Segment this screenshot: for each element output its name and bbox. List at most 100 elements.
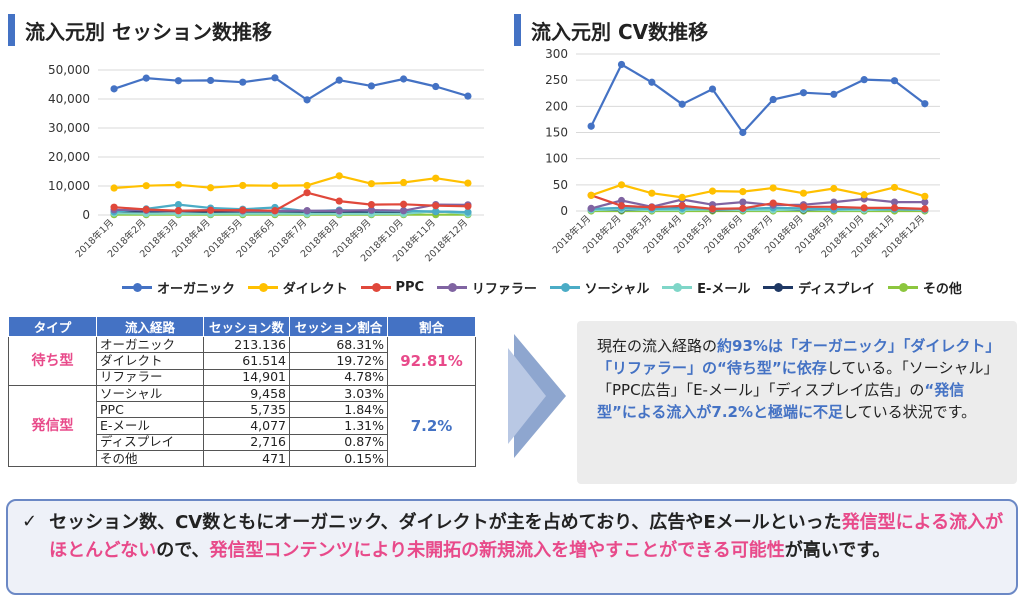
series-line (114, 191, 468, 212)
data-point (830, 90, 838, 98)
table-header-ratio: 割合 (387, 316, 476, 337)
summary-plain: が高いです。 (784, 540, 891, 561)
summary-highlight: 発信型コンテンツにより未開拓の新規流入を増やすことができる可能性 (209, 540, 785, 561)
series-line (114, 174, 469, 190)
data-point (335, 76, 343, 84)
data-point (739, 188, 747, 196)
table-row: 発信型 ソーシャル 9,458 3.03% 7.2% (8, 384, 476, 468)
data-point (432, 207, 440, 216)
data-point (860, 76, 868, 84)
data-point (206, 76, 215, 85)
data-point (648, 203, 656, 211)
series-line (590, 63, 926, 134)
y-tick-label: 40,000 (48, 92, 90, 106)
sessions-cell: 213.136 (203, 335, 290, 354)
legend-item: ソーシャル (549, 278, 650, 297)
data-point (271, 74, 279, 82)
summary-text: セッション数、CV数ともにオーガニック、ダイレクトが主を占めており、広告やEメー… (49, 509, 1004, 587)
data-point (432, 202, 440, 210)
legend-label: ダイレクト (282, 281, 348, 297)
data-point (617, 60, 626, 69)
table-header-share: セッション割合 (289, 316, 388, 337)
data-point (921, 205, 929, 213)
data-point (769, 199, 777, 207)
series-line (590, 194, 925, 210)
legend-swatch-dot (560, 283, 570, 292)
legend-item: E-メール (662, 278, 750, 297)
table-row: E-メール 4,077 1.31% (9, 417, 476, 435)
table-row: リファラー 14,901 4.78% (9, 368, 476, 386)
data-point (432, 82, 440, 91)
y-tick-label: 50,000 (48, 63, 90, 77)
table-header-route: 流入経路 (96, 316, 204, 337)
data-point (110, 85, 118, 93)
legend-item: ディスプレイ (763, 278, 875, 297)
y-tick-label: 150 (545, 126, 568, 140)
summary-highlight: 発信型による流入がほとんどない (49, 512, 1004, 561)
ratio-cell-push: 7.2% (387, 384, 476, 468)
legend-swatch-dot (898, 283, 908, 292)
legend-label: E-メール (697, 281, 751, 297)
sessions-cell: 4,077 (203, 417, 290, 435)
legend-label: ソーシャル (584, 281, 650, 297)
data-point (271, 182, 279, 190)
share-cell: 3.03% (289, 384, 388, 403)
ratio-cell-wait: 92.81% (387, 336, 476, 386)
sessions-cell: 61.514 (203, 352, 290, 370)
chevron-right-icon-inner (508, 348, 546, 444)
data-point (617, 181, 626, 189)
data-point (830, 184, 838, 193)
table-row: その他 471 0.15% (9, 450, 476, 468)
y-tick-label: 20,000 (48, 150, 90, 164)
data-point (399, 200, 408, 208)
table-row: ダイレクト 61.514 19.72% (9, 352, 476, 370)
table-header-sessions: セッション数 (203, 316, 290, 337)
route-cell: その他 (96, 450, 204, 468)
sessions-cell: 5,735 (203, 401, 290, 419)
data-point (739, 198, 747, 206)
legend-swatch-dot (133, 283, 142, 292)
data-point (239, 206, 247, 214)
series-line (113, 76, 469, 102)
type-cell-wait: 待ち型 (8, 336, 97, 386)
series-line (114, 203, 468, 214)
legend-swatch (887, 280, 918, 294)
data-point (142, 74, 150, 82)
data-point (860, 191, 868, 199)
table-header-row: タイプ 流入経路 セッション数 セッション割合 割合 (8, 316, 476, 337)
legend-swatch-dot (258, 283, 268, 292)
data-point (587, 191, 595, 199)
data-point (617, 202, 626, 210)
data-point (206, 184, 215, 192)
data-point (432, 174, 440, 182)
table-row: 待ち型 オーガニック 213.136 68.31% 92.81% (8, 335, 476, 386)
data-point (367, 200, 376, 209)
data-point (367, 206, 376, 214)
data-point (921, 198, 929, 206)
session-line-chart: 010,00020,00030,00040,00050,0002018年1月20… (48, 63, 484, 264)
route-cell: ディスプレイ (96, 433, 204, 452)
route-cell: ダイレクト (96, 352, 204, 370)
right-chart-title-text: 流入元別 CV数推移 (531, 19, 709, 44)
legend-swatch (763, 280, 794, 294)
legend-swatch-dot (371, 283, 381, 292)
data-point (860, 204, 868, 212)
data-point (464, 202, 472, 210)
data-point (464, 208, 472, 216)
left-chart-title: 流入元別 セッション数推移 (8, 14, 272, 46)
chart-legend: オーガニック ダイレクト PPC リファラー ソーシャル E-メール ディスプレイ その他 (122, 277, 962, 297)
data-point (399, 207, 408, 215)
data-point (303, 207, 311, 215)
legend-swatch (549, 280, 580, 294)
legend-swatch-dot (673, 283, 683, 292)
data-point (271, 207, 279, 215)
sessions-cell: 14,901 (203, 368, 290, 386)
data-point (799, 203, 808, 211)
data-point (464, 179, 472, 187)
table-header-type: タイプ (8, 316, 97, 337)
traffic-source-table: タイプ 流入経路 セッション数 セッション割合 割合 待ち型 オーガニック 21… (8, 316, 476, 468)
share-cell: 68.31% (289, 335, 388, 354)
data-point (739, 204, 747, 212)
data-point (890, 183, 899, 192)
data-point (799, 89, 808, 97)
